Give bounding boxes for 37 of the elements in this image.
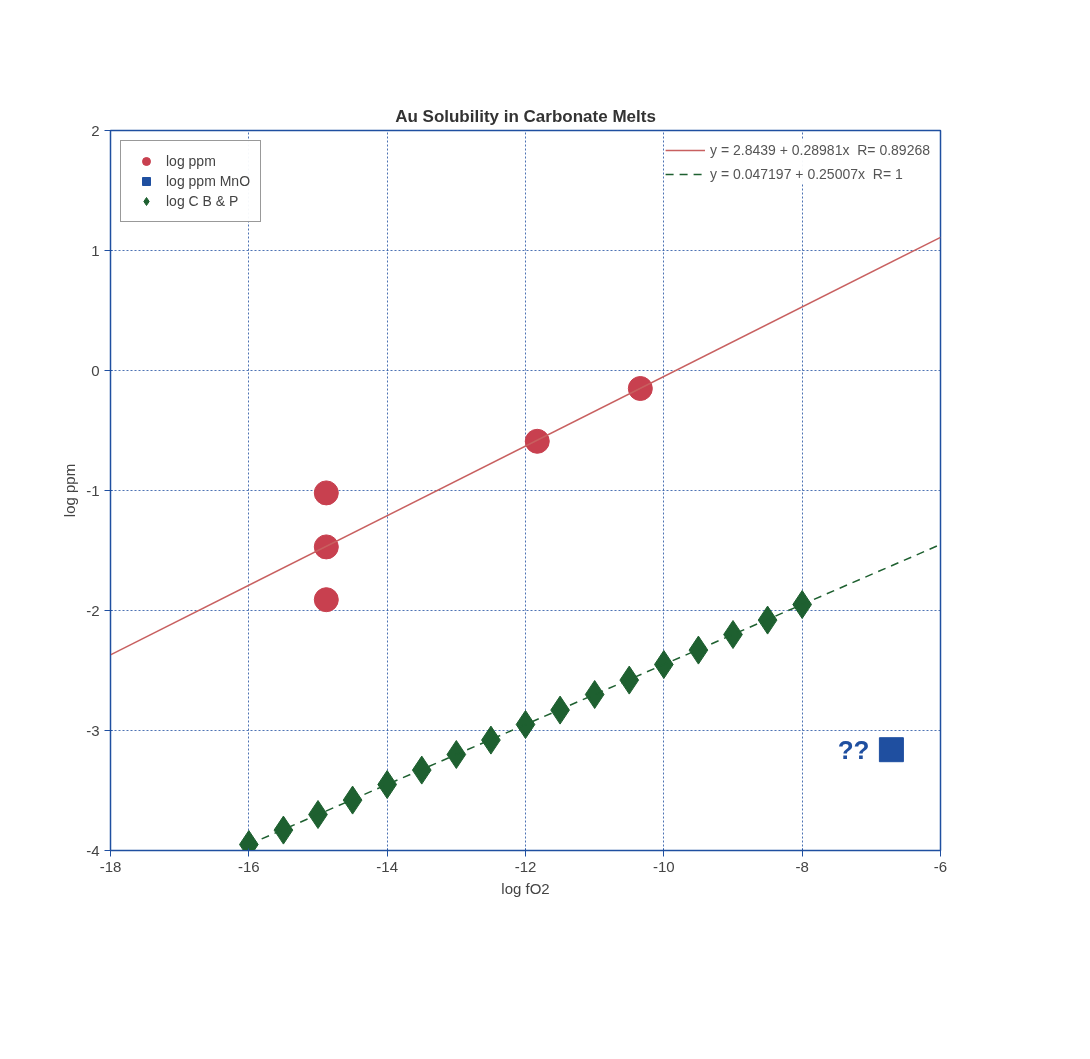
x-tick-label: -16: [237, 857, 260, 875]
y-tick-label: 1: [91, 241, 100, 259]
x-tick-label: -10: [652, 857, 675, 875]
y-tick-label: -4: [86, 841, 100, 859]
x-tick-label: -14: [376, 857, 399, 875]
point: [313, 587, 339, 613]
point: [878, 737, 904, 763]
point: [313, 480, 339, 506]
y-tick-label: -1: [86, 481, 100, 499]
y-tick-label: 0: [91, 361, 100, 379]
point: [688, 635, 709, 665]
point: [446, 740, 467, 769]
y-tick-label: -2: [86, 601, 100, 619]
point: [515, 710, 536, 739]
y-tick-label: 2: [91, 121, 100, 139]
y-axis-title: log ppm: [61, 463, 79, 518]
point: [524, 428, 550, 454]
x-tick-label: -6: [933, 857, 948, 875]
x-tick-label: -12: [514, 857, 537, 875]
legend-label: log ppm: [166, 153, 216, 169]
point: [313, 534, 339, 560]
point: [757, 605, 778, 635]
point: [342, 785, 363, 815]
legend-label: y = 0.047197 + 0.25007x R= 1: [710, 166, 903, 182]
annotation: ??: [837, 734, 870, 765]
point: [584, 680, 605, 709]
chart-title: Au Solubility in Carbonate Melts: [395, 106, 656, 126]
y-tick-label: -3: [86, 721, 100, 739]
point: [411, 755, 432, 785]
x-tick-label: -18: [99, 857, 122, 875]
point: [273, 815, 294, 845]
legend-label: log C B & P: [166, 193, 239, 209]
point: [619, 665, 640, 695]
legend-label: y = 2.8439 + 0.28981x R= 0.89268: [710, 142, 930, 158]
x-tick-label: -8: [795, 857, 809, 875]
legend-label: log ppm MnO: [166, 173, 251, 189]
x-axis-title: log fO2: [501, 879, 550, 897]
